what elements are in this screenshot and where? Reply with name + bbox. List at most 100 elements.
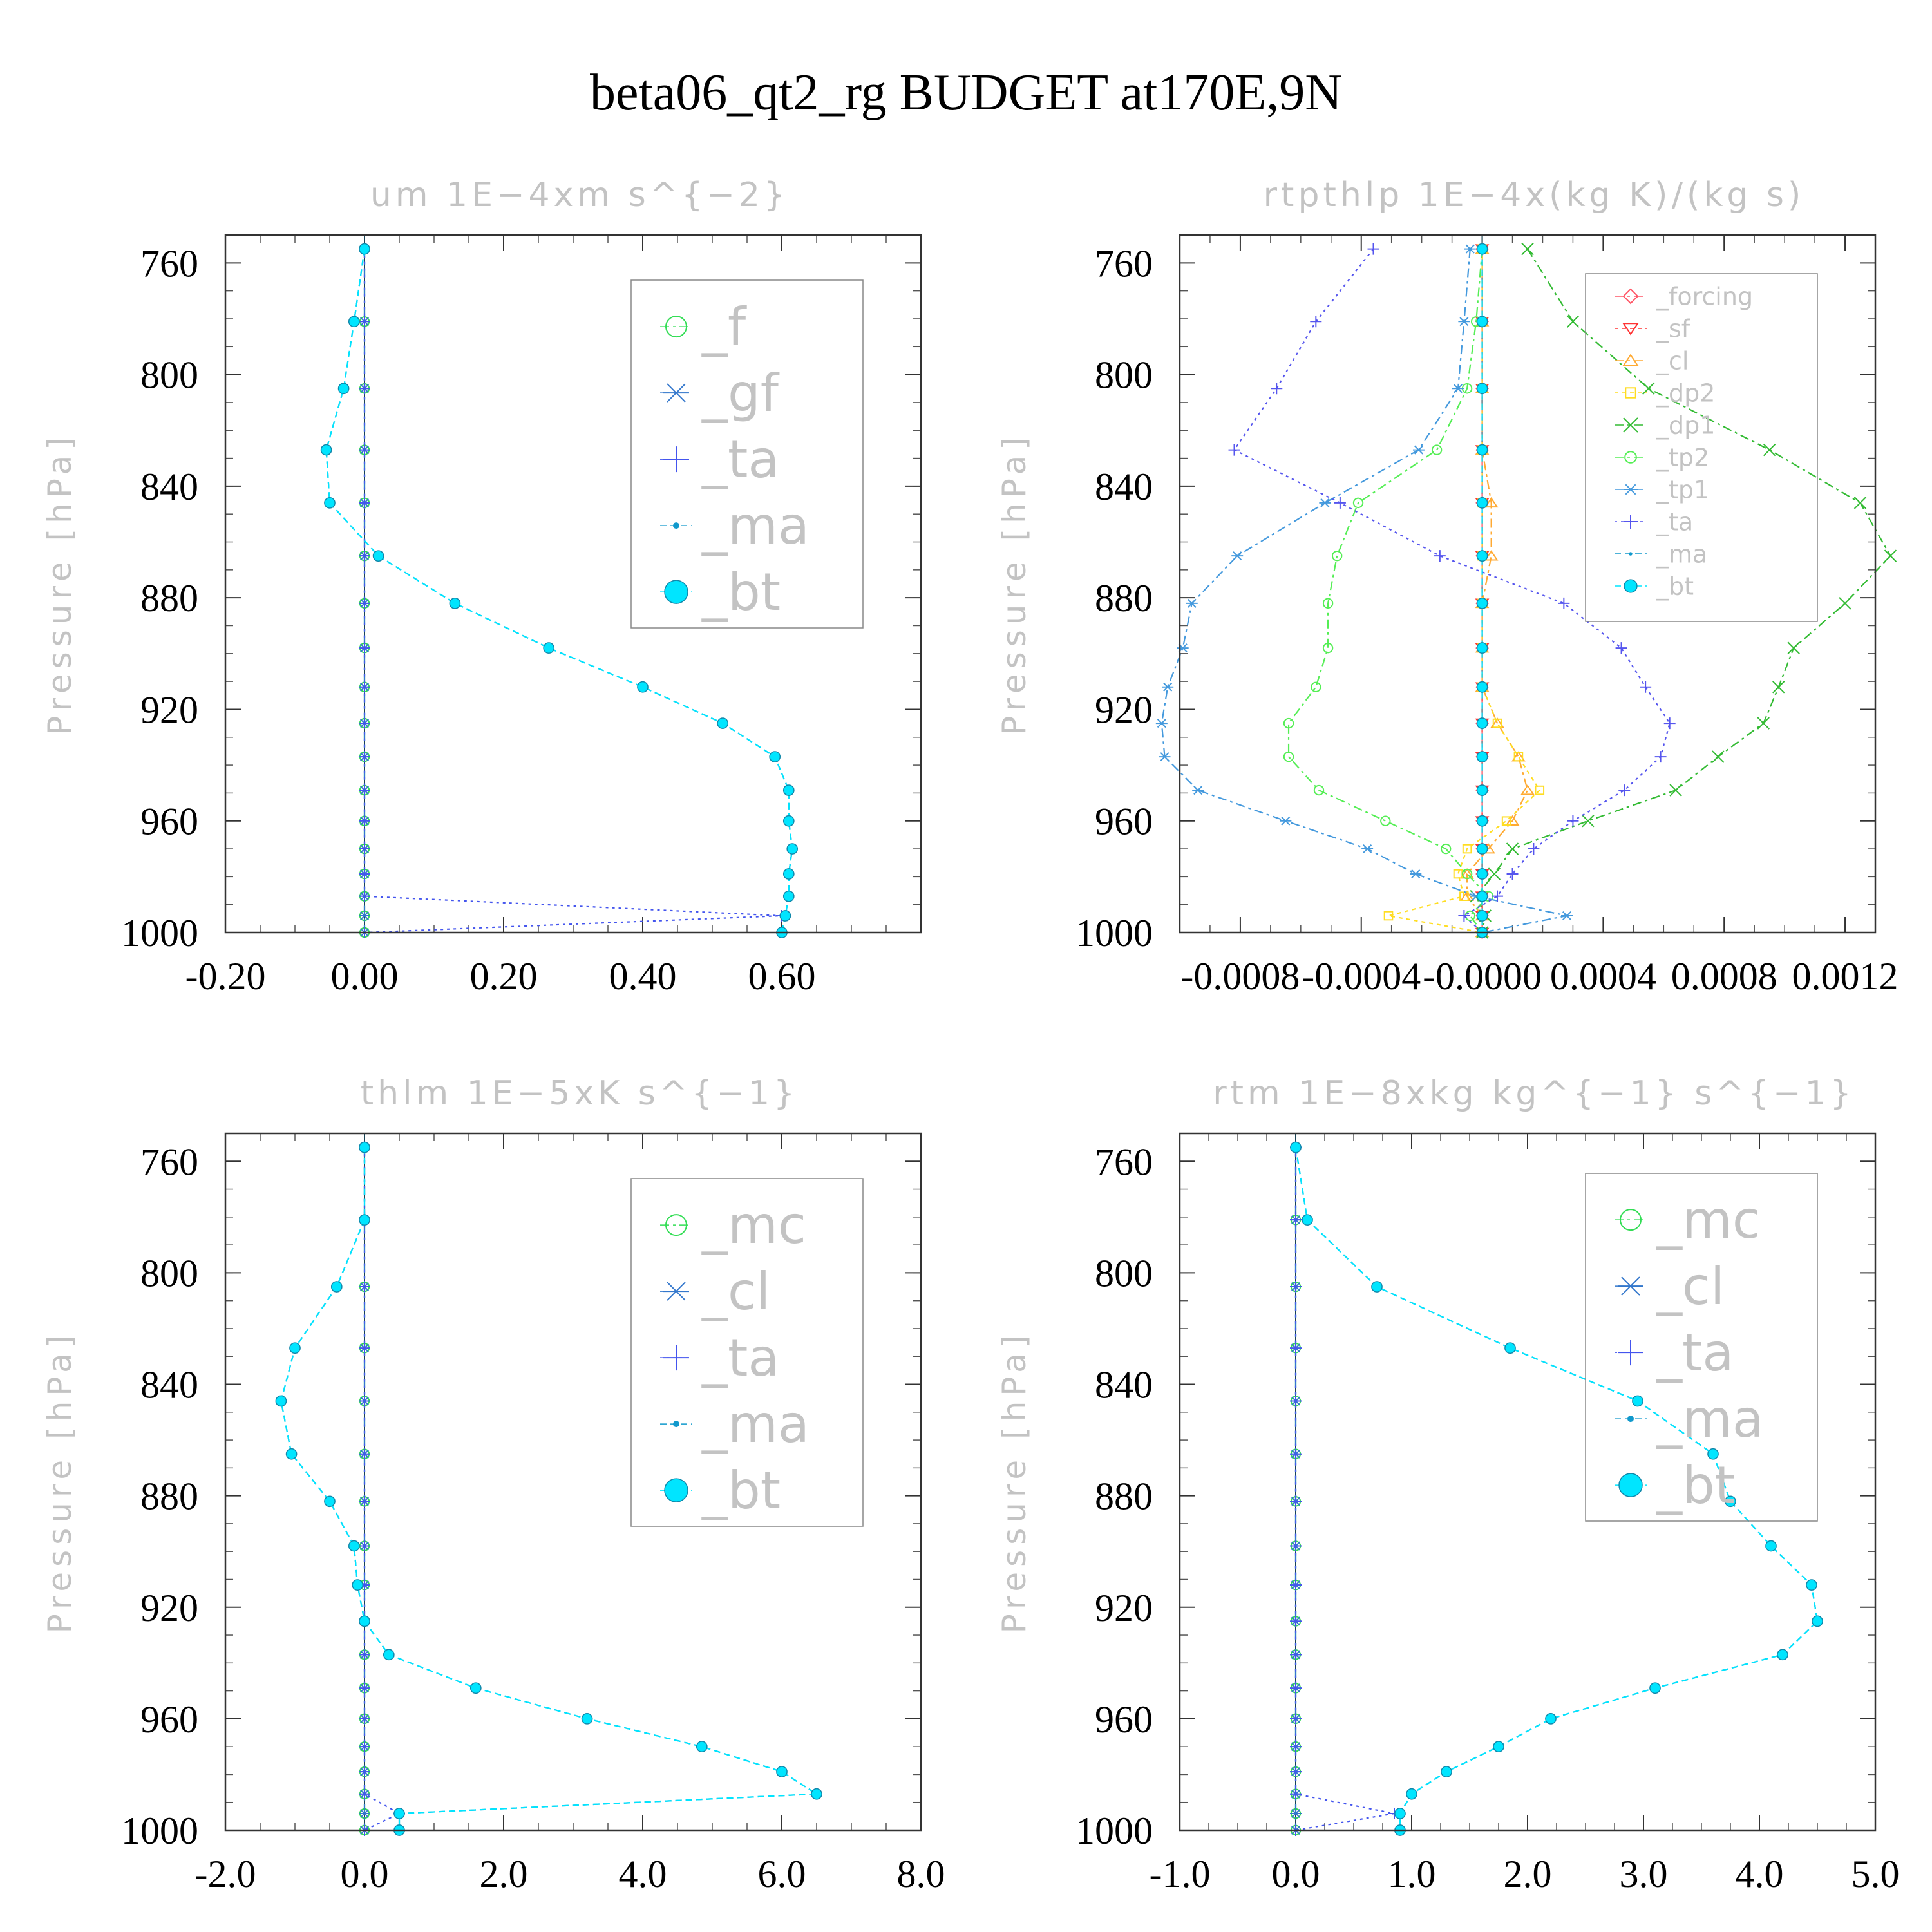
y-tick-label: 840 <box>1095 1364 1153 1406</box>
plot-frame <box>1179 234 1877 934</box>
data-point <box>359 1712 370 1725</box>
data-point <box>1806 1579 1817 1591</box>
data-point <box>782 868 795 880</box>
data-point <box>393 1808 405 1819</box>
plot-frame <box>224 1132 922 1832</box>
x-tick-label: 0.0004 <box>1550 955 1656 998</box>
data-point <box>1642 382 1655 395</box>
data-point <box>324 1495 336 1508</box>
minor-ticks <box>1179 1133 1876 1831</box>
series-line <box>1475 249 1891 933</box>
data-point <box>1334 497 1346 509</box>
data-point <box>1772 681 1785 694</box>
data-point <box>1290 1766 1302 1778</box>
data-point <box>1884 549 1897 562</box>
y-tick-label: 760 <box>1095 1141 1153 1183</box>
legend-marker <box>1624 515 1638 529</box>
legend-box <box>1585 1173 1818 1522</box>
data-point <box>543 642 555 654</box>
x-tick-label: 0.0 <box>1272 1853 1320 1895</box>
data-point <box>581 1713 593 1725</box>
legend-label: _mc <box>701 1195 806 1255</box>
data-point <box>1331 550 1343 562</box>
data-point <box>1506 842 1519 855</box>
x-tick-label: 0.00 <box>331 955 399 998</box>
y-axis-label: Pressure [hPa] <box>41 1331 79 1634</box>
data-point <box>359 1214 370 1226</box>
data-point <box>337 383 350 395</box>
data-point <box>1765 1540 1777 1552</box>
data-point <box>1380 815 1391 826</box>
data-point <box>1458 910 1470 922</box>
legend: _mc _cl _ta_ma _bt <box>630 1178 864 1527</box>
data-point <box>1476 717 1488 729</box>
data-point <box>1504 1342 1516 1354</box>
legend-marker <box>673 1421 679 1428</box>
legend-marker <box>663 1345 689 1371</box>
data-point <box>1615 642 1627 654</box>
data-point <box>359 1766 370 1778</box>
y-tick-label: 880 <box>140 577 198 620</box>
data-point <box>1725 1495 1736 1508</box>
legend-label: _ta <box>1656 1323 1734 1383</box>
data-point <box>1290 1495 1302 1508</box>
data-point <box>1484 497 1499 508</box>
data-point <box>1476 597 1488 609</box>
data-point <box>1302 1214 1313 1226</box>
legend-entry: _dp2 <box>1615 379 1715 407</box>
legend-entry: _bt <box>1615 572 1694 600</box>
data-point <box>1476 383 1488 395</box>
data-point <box>383 1649 395 1661</box>
x-tick-label: 4.0 <box>619 1853 667 1895</box>
x-tick-label: 2.0 <box>480 1853 528 1895</box>
legend-marker <box>1624 579 1638 593</box>
data-point <box>1757 717 1770 730</box>
data-point <box>320 444 332 456</box>
data-point <box>359 1281 370 1293</box>
data-point <box>1280 816 1292 826</box>
legend-entry: _ma <box>1615 540 1707 568</box>
legend-marker <box>663 1282 689 1301</box>
legend-label: _ma <box>701 496 810 556</box>
data-point <box>359 243 370 255</box>
data-point <box>696 1741 708 1753</box>
data-point <box>1787 641 1800 654</box>
data-point <box>1566 315 1580 328</box>
data-point <box>1492 890 1504 902</box>
data-point <box>1290 1395 1302 1407</box>
series-line <box>1466 249 1529 933</box>
legend-entry: _tp1 <box>1615 475 1709 504</box>
data-point <box>1410 869 1422 879</box>
data-point <box>285 1448 298 1460</box>
legend-label: _ma <box>1656 1389 1764 1449</box>
x-tick-label: 0.60 <box>748 955 816 998</box>
data-point <box>1535 785 1545 795</box>
legend-marker <box>665 1214 687 1236</box>
data-point <box>1453 869 1463 879</box>
data-point <box>1271 383 1283 395</box>
legend-marker <box>664 1478 688 1502</box>
data-point <box>1476 642 1488 654</box>
legend-marker <box>665 316 687 338</box>
plot-frame <box>224 234 922 934</box>
legend-marker <box>1624 484 1638 495</box>
data-point <box>1476 444 1488 456</box>
legend-marker <box>1618 1473 1643 1497</box>
data-point <box>1561 911 1573 921</box>
data-point <box>359 784 370 797</box>
legend-entry: _ta <box>1615 1323 1734 1383</box>
data-point <box>1319 498 1331 507</box>
data-point <box>1462 844 1472 854</box>
legend-entry: _mc <box>660 1195 806 1255</box>
legend-label: _mc <box>1656 1190 1761 1250</box>
y-axis-label: Pressure [hPa] <box>996 1331 1033 1634</box>
series-dp2 <box>1383 244 1545 938</box>
series-line <box>363 1147 401 1831</box>
data-point <box>1290 1682 1302 1694</box>
data-point <box>275 1395 287 1407</box>
data-point <box>1192 786 1204 795</box>
chart-panel: rtm 1E−8xkg kg^{−1} s^{−1} Pressure [hPa]… <box>996 1074 1900 1895</box>
legend-entry: _ma <box>1615 1389 1764 1449</box>
data-point <box>359 1342 370 1354</box>
y-tick-label: 840 <box>140 1364 198 1406</box>
